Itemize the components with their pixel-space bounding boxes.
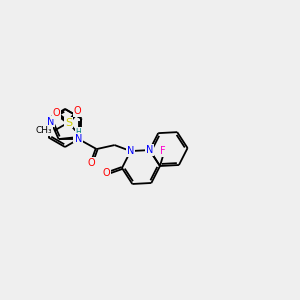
- Text: O: O: [102, 168, 110, 178]
- Text: N: N: [75, 134, 82, 144]
- Text: S: S: [74, 132, 81, 142]
- Text: O: O: [74, 106, 81, 116]
- Text: N: N: [146, 145, 153, 155]
- Text: F: F: [160, 146, 166, 156]
- Text: N: N: [127, 146, 134, 156]
- Text: H: H: [76, 128, 82, 136]
- Text: S: S: [65, 118, 72, 128]
- Text: O: O: [52, 109, 60, 118]
- Text: CH₃: CH₃: [36, 126, 52, 135]
- Text: O: O: [88, 158, 95, 168]
- Text: N: N: [47, 117, 55, 127]
